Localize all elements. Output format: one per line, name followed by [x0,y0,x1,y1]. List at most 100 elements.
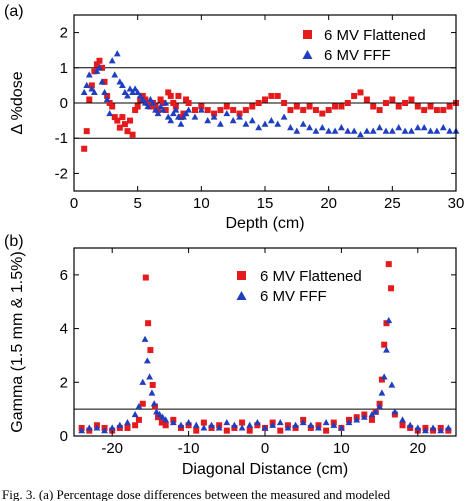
panel-a-xtick-label-2: 10 [193,195,210,212]
panel-b-xtick-label-1: -10 [178,440,200,457]
panel-b-ytick-label-1: 2 [60,374,68,391]
panel-b-point-fff [299,418,307,426]
panel-a-point-fff [217,120,224,127]
panel-a-point-flattened [255,100,262,106]
panel-a-point-fff [185,106,192,113]
panel-a-point-flattened [111,114,118,121]
panel-b-point-fff [307,421,315,428]
legend-b-marker-flattened [237,271,246,280]
panel-b-ytick-label-2: 4 [60,321,68,338]
panel-a-point-flattened [281,100,288,106]
panel-a-point-fff [408,127,415,134]
panel-a-point-flattened [421,107,428,114]
panel-b-point-fff [108,424,116,431]
panel-a-point-fff [147,95,154,103]
panel-b: (b) -20 -10 0 10 20 0 2 4 6 Diagonal Distance (c… [4,233,457,478]
panel-a-xtick-label-3: 15 [257,195,274,212]
panel-a-point-fff [154,109,162,117]
panel-a-point-flattened [274,92,281,99]
panel-b-point-flattened [391,411,398,418]
panel-a-point-flattened [427,103,434,110]
panel-a-point-flattened [287,107,294,114]
panel-b-point-fff [292,421,299,428]
panel-b-point-fff [139,378,147,385]
panel-b-ytick-label-0: 0 [60,428,68,445]
panel-b-point-flattened [407,424,414,431]
panel-a-point-flattened [217,107,224,114]
panel-a-point-flattened [223,103,230,110]
panel-a-point-flattened [147,103,154,110]
panel-b-point-fff [437,427,445,434]
panel-a-point-fff [88,85,96,92]
panel-b-point-fff [101,427,108,434]
panel-b-point-fff [269,421,277,428]
panel-a-point-flattened [242,107,249,114]
panel-a-point-fff [255,124,263,131]
panel-a: (a) 0 5 10 15 20 25 30 -2 -1 0 1 2 Depth (cm) Δ %do… [4,3,464,232]
panel-b-point-flattened [155,414,162,421]
panel-a-point-fff [280,113,288,120]
panel-a-point-flattened [83,128,90,135]
panel-a-point-flattened [230,107,237,114]
panel-a-point-fff [427,127,434,134]
panel-b-xtick-label-2: 0 [261,440,269,457]
panel-b-point-fff [284,424,292,431]
panel-b-point-fff [159,413,167,420]
panel-a-point-fff [376,124,383,131]
panel-a-point-flattened [177,114,184,121]
panel-b-point-fff [378,389,386,396]
panel-b-point-fff [429,424,437,431]
panel-a-point-flattened [114,117,121,124]
panel-a-point-fff [101,88,108,96]
panel-a-point-flattened [319,110,326,117]
panel-a-point-fff [357,131,364,138]
panel-b-point-flattened [162,422,169,429]
panel-a-point-flattened [312,107,319,114]
legend-b-label-flattened: 6 MV Flattened [260,268,362,285]
panel-a-point-flattened [183,96,190,103]
panel-b-point-fff [376,402,383,410]
panel-a-legend: 6 MV Flattened 6 MV FFF [302,27,426,64]
panel-a-point-flattened [440,107,447,114]
panel-b-point-flattened [142,274,149,281]
panel-b-point-fff [162,416,170,423]
panel-b-point-fff [116,421,124,428]
panel-b-point-fff [276,418,284,426]
panel-a-point-flattened [106,100,113,106]
panel-b-point-fff [345,418,353,426]
panel-a-point-fff [80,88,88,96]
panel-b-point-flattened [368,416,375,423]
panel-a-point-fff [293,127,301,134]
panel-a-point-flattened [357,89,364,96]
legend-b-label-fff: 6 MV FFF [260,288,327,305]
panel-b-point-flattened [385,261,392,268]
panel-a-point-fff [113,50,121,57]
panel-a-point-flattened [132,107,139,114]
panel-a-point-fff [106,109,114,117]
panel-b-point-fff [380,373,388,380]
panel-b-point-flattened [388,285,395,292]
panel-a-point-fff [191,113,199,120]
panel-a-point-fff [223,109,231,117]
panel-b-point-fff [135,402,143,410]
legend-a-label-flattened: 6 MV Flattened [324,27,426,44]
panel-a-point-fff [116,78,124,85]
panel-a-xtick-label-6: 30 [448,195,465,212]
panel-b-point-fff [406,421,414,428]
panel-a-point-fff [382,127,390,134]
panel-a-point-flattened [332,103,339,110]
panel-a-point-fff [312,127,320,134]
panel-b-xtick-label-4: 20 [409,440,426,457]
panel-a-point-fff [414,124,422,131]
panel-a-point-flattened [167,92,174,99]
panel-a-point-flattened [137,96,144,103]
panel-a-point-flattened [262,96,268,103]
panel-a-point-flattened [116,124,123,131]
panel-b-point-fff [78,427,86,434]
panel-a-point-flattened [119,114,126,121]
panel-a-point-flattened [306,103,313,110]
panel-b-point-flattened [151,403,158,410]
panel-a-point-fff [164,113,172,120]
panel-a-point-fff [175,113,182,120]
